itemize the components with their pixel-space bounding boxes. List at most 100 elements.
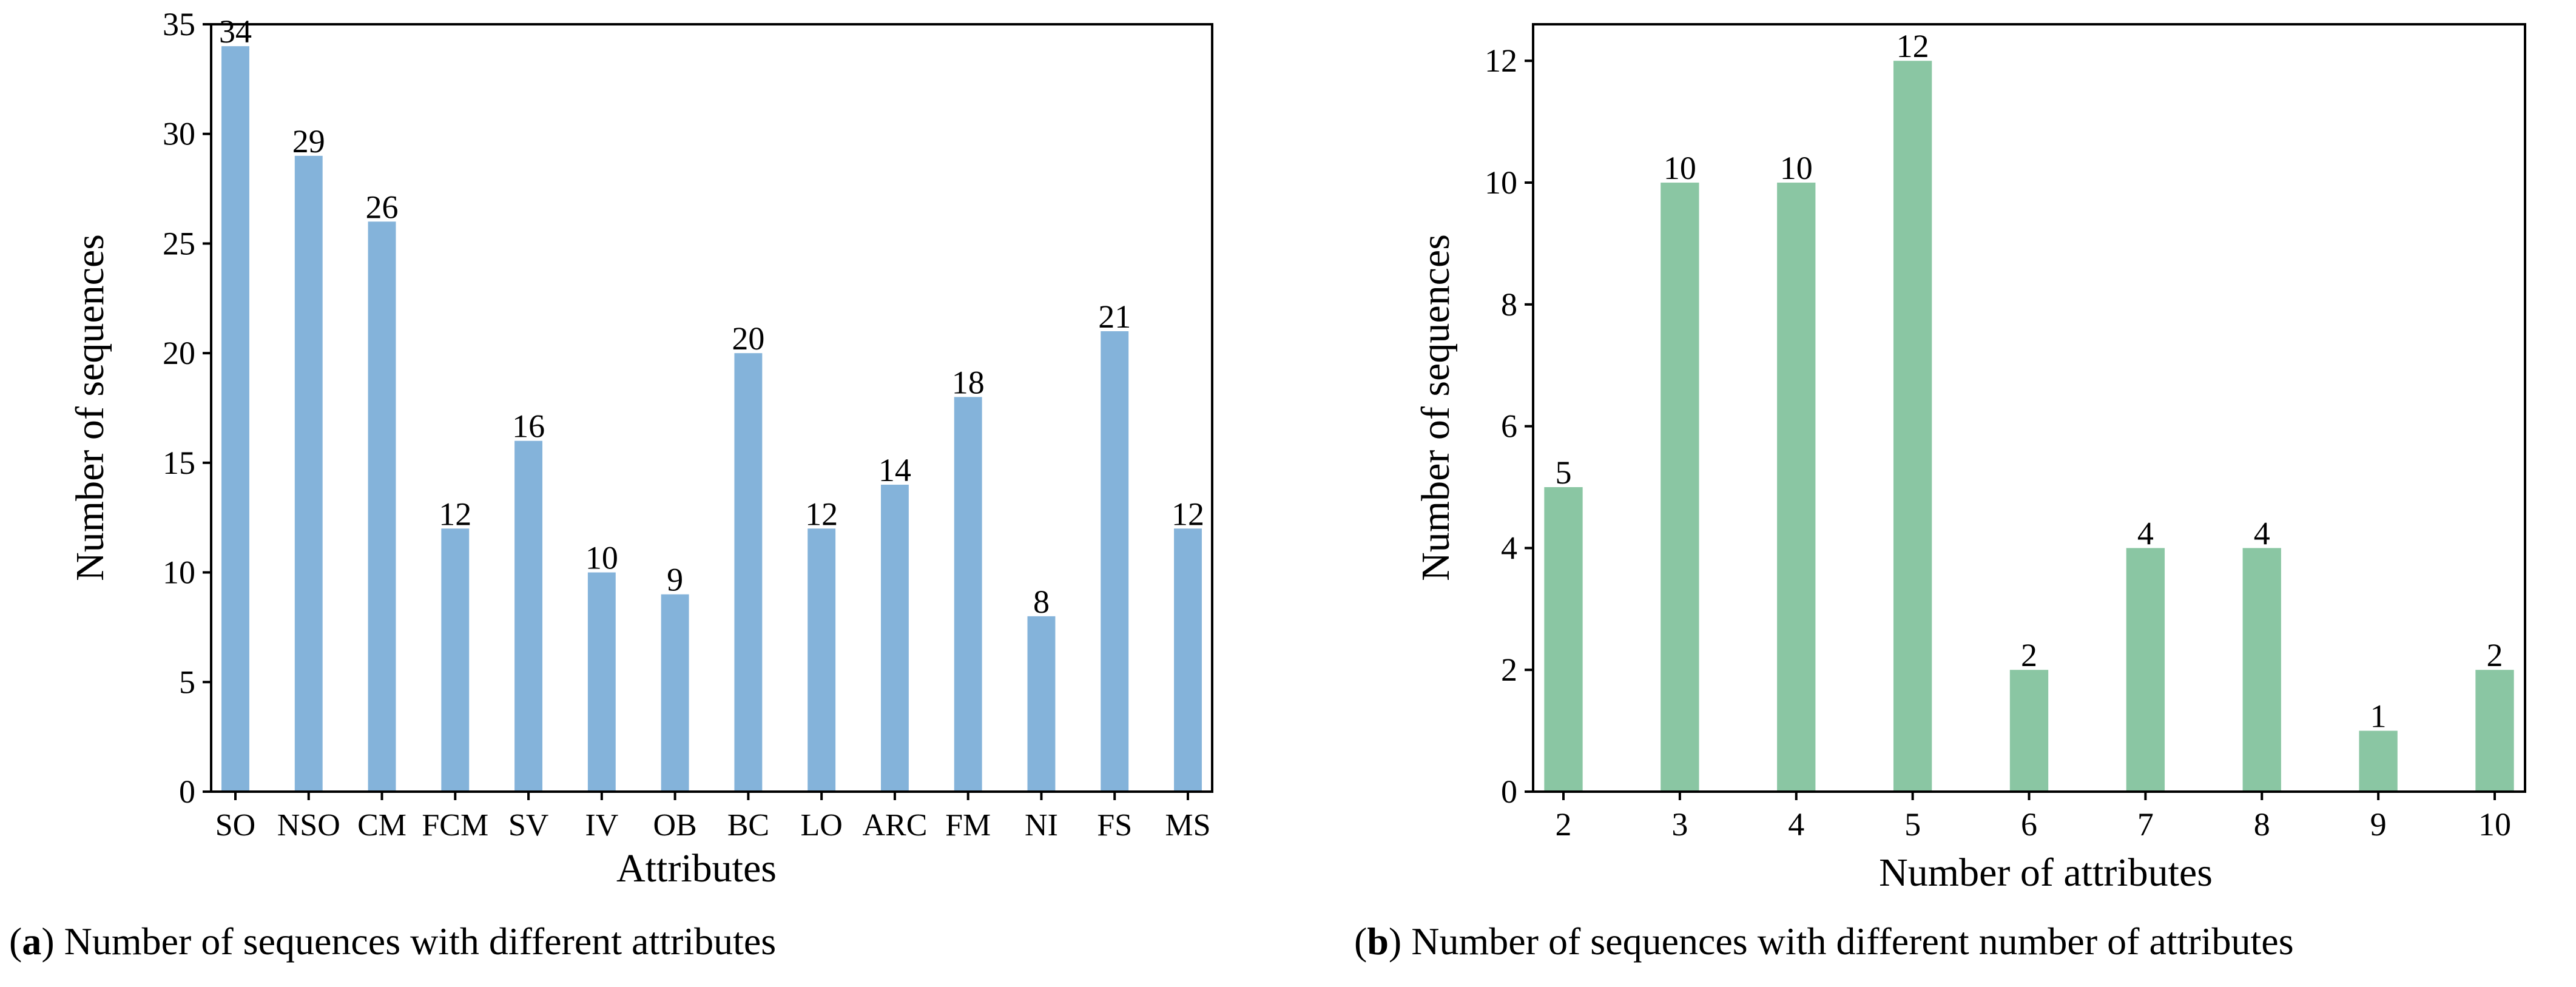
- chart-attributes-x-axis-label: Attributes: [616, 846, 777, 891]
- data-label-number-of-attributes-4: 10: [1780, 150, 1813, 186]
- y-tick-label-6: 6: [1501, 408, 1517, 445]
- data-label-number-of-attributes-5: 12: [1897, 28, 1929, 64]
- bar-attributes-ms: [1174, 528, 1202, 792]
- x-tick-label-sv: SV: [508, 808, 548, 843]
- bar-attributes-fs: [1101, 331, 1129, 792]
- data-label-number-of-attributes-9: 1: [2370, 698, 2387, 735]
- y-tick-label-35: 35: [163, 6, 195, 42]
- chart-attributes-plot-frame: [210, 23, 1213, 793]
- data-label-number-of-attributes-2: 5: [1556, 454, 1572, 491]
- y-tick-label-4: 4: [1501, 530, 1517, 566]
- x-tick-label-4: 4: [1788, 806, 1804, 843]
- caption-b-text: Number of sequences with different numbe…: [1411, 920, 2294, 963]
- y-tick-label-0: 0: [1501, 773, 1517, 810]
- data-label-attributes-ob: 9: [667, 562, 683, 598]
- bar-number-of-attributes-5: [1893, 61, 1932, 792]
- bar-attributes-bc: [734, 353, 763, 792]
- chart-number-of-attributes-y-axis-label: Number of sequences: [1414, 234, 1458, 581]
- x-tick-label-lo: LO: [800, 808, 842, 843]
- chart-attributes: 34 29 26 12 16 10 9 20 12 14 18 8 21 12 0 5 10 15 20 25 30 3…: [68, 6, 1213, 891]
- x-tick-label-fm: FM: [945, 808, 991, 843]
- data-label-attributes-fm: 18: [952, 364, 985, 400]
- data-label-attributes-so: 34: [219, 13, 252, 50]
- bar-number-of-attributes-3: [1661, 183, 1699, 792]
- data-label-attributes-lo: 12: [805, 496, 838, 532]
- x-tick-label-3: 3: [1671, 806, 1688, 843]
- bar-attributes-sv: [514, 440, 543, 792]
- x-tick-label-ni: NI: [1025, 808, 1058, 843]
- data-label-attributes-ni: 8: [1033, 584, 1050, 620]
- bar-number-of-attributes-9: [2359, 730, 2398, 792]
- bar-number-of-attributes-8: [2242, 548, 2281, 792]
- data-label-number-of-attributes-7: 4: [2137, 515, 2154, 551]
- data-label-attributes-arc: 14: [878, 452, 911, 488]
- x-tick-label-5: 5: [1904, 806, 1921, 843]
- chart-number-of-attributes-x-axis: 2 3 4 5 6 7 8 9 10: [1556, 792, 2511, 843]
- chart-attributes-x-axis: SO NSO CM FCM SV IV OB BC LO ARC FM NI FS MS: [215, 792, 1211, 843]
- data-label-attributes-sv: 16: [512, 408, 545, 445]
- bar-attributes-lo: [808, 528, 836, 792]
- x-tick-label-10: 10: [2478, 806, 2511, 843]
- x-tick-label-so: SO: [215, 808, 255, 843]
- chart-number-of-attributes-x-axis-label: Number of attributes: [1879, 851, 2213, 895]
- y-tick-label-0: 0: [179, 773, 195, 810]
- caption-a-text: Number of sequences with different attri…: [64, 920, 777, 963]
- bar-attributes-cm: [368, 221, 396, 792]
- caption-b-tag: b: [1367, 920, 1389, 963]
- bar-attributes-ob: [661, 594, 689, 792]
- data-label-number-of-attributes-10: 2: [2487, 637, 2503, 673]
- x-tick-label-cm: CM: [357, 808, 406, 843]
- data-label-number-of-attributes-3: 10: [1664, 150, 1696, 186]
- y-tick-label-10: 10: [163, 554, 195, 591]
- chart-attributes-y-axis: 0 5 10 15 20 25 30 35: [163, 6, 211, 810]
- y-tick-label-20: 20: [163, 335, 195, 371]
- y-tick-label-15: 15: [163, 445, 195, 481]
- chart-number-of-attributes-y-axis: 0 2 4 6 8 10 12: [1485, 42, 1533, 810]
- bar-attributes-so: [221, 46, 249, 792]
- bar-number-of-attributes-6: [2009, 670, 2049, 792]
- x-tick-label-bc: BC: [727, 808, 769, 843]
- x-tick-label-arc: ARC: [862, 808, 927, 843]
- data-label-number-of-attributes-8: 4: [2254, 515, 2270, 551]
- caption-a: (a) Number of sequences with different a…: [9, 920, 777, 963]
- y-tick-label-8: 8: [1501, 286, 1517, 323]
- bar-attributes-arc: [880, 485, 909, 792]
- x-tick-label-fcm: FCM: [422, 808, 488, 843]
- data-label-attributes-iv: 10: [585, 540, 618, 576]
- x-tick-label-nso: NSO: [277, 808, 340, 843]
- bar-attributes-nso: [294, 155, 323, 792]
- bar-attributes-fm: [954, 397, 982, 792]
- x-tick-label-ms: MS: [1165, 808, 1210, 843]
- y-tick-label-2: 2: [1501, 652, 1517, 688]
- y-tick-label-30: 30: [163, 116, 195, 152]
- data-label-attributes-cm: 26: [366, 189, 399, 225]
- data-label-attributes-ms: 12: [1172, 496, 1204, 532]
- chart-attributes-bars: 34 29 26 12 16 10 9 20 12 14 18 8 21 12: [219, 13, 1204, 792]
- x-tick-label-2: 2: [1556, 806, 1572, 843]
- y-tick-label-10: 10: [1485, 164, 1517, 201]
- x-tick-label-iv: IV: [585, 808, 618, 843]
- bar-number-of-attributes-7: [2126, 548, 2165, 792]
- data-label-attributes-bc: 20: [732, 320, 764, 357]
- bar-attributes-ni: [1027, 616, 1056, 792]
- bar-number-of-attributes-2: [1544, 487, 1583, 792]
- y-tick-label-5: 5: [179, 664, 195, 700]
- y-tick-label-12: 12: [1485, 42, 1517, 79]
- data-label-attributes-fs: 21: [1098, 298, 1131, 335]
- caption-b: (b) Number of sequences with different n…: [1354, 920, 2294, 963]
- caption-a-tag: a: [22, 920, 42, 963]
- x-tick-label-9: 9: [2370, 806, 2387, 843]
- bar-attributes-fcm: [441, 528, 470, 792]
- x-tick-label-8: 8: [2254, 806, 2270, 843]
- bar-number-of-attributes-4: [1777, 183, 1816, 792]
- chart-attributes-y-axis-label: Number of sequences: [68, 234, 112, 581]
- bar-number-of-attributes-10: [2475, 670, 2514, 792]
- y-tick-label-25: 25: [163, 225, 195, 261]
- data-label-attributes-nso: 29: [292, 123, 325, 160]
- data-label-number-of-attributes-6: 2: [2021, 637, 2037, 673]
- bar-attributes-iv: [587, 572, 616, 792]
- x-tick-label-6: 6: [2021, 806, 2037, 843]
